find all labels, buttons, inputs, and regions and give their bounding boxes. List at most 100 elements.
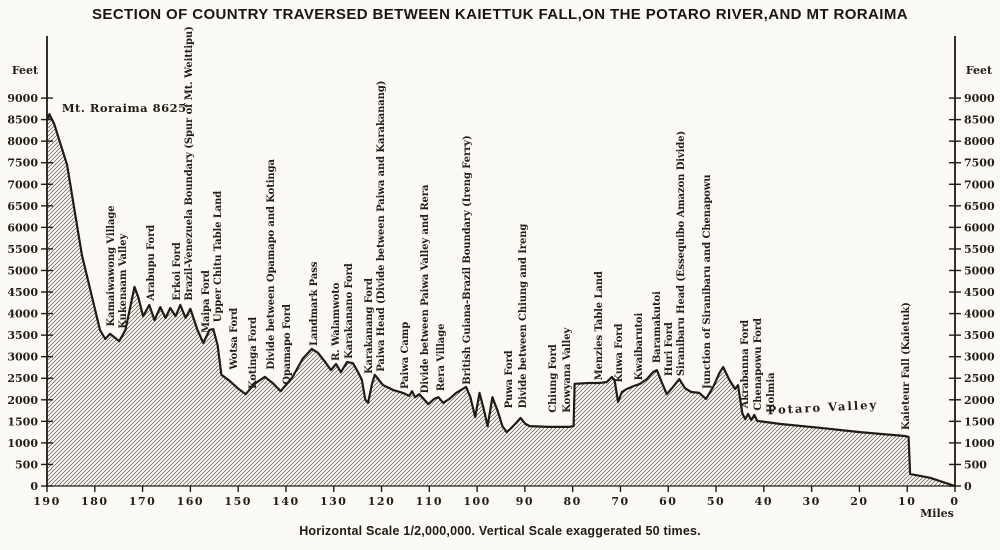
feature-label: Landmark Pass: [309, 261, 320, 346]
feature-label: Karakanang Ford: [364, 278, 375, 374]
y-tick-label-left: 0: [30, 480, 38, 493]
y-tick-label-left: 8500: [7, 114, 38, 127]
feature-label: Divide between Paiwa Valley and Rera: [420, 184, 431, 393]
feature-label: Baramakutoi: [652, 291, 663, 363]
y-tick-label-left: 4000: [7, 308, 38, 321]
x-tick-label: 190: [33, 495, 60, 508]
feature-label: British Guiana-Brazil Boundary (Ireng Fe…: [462, 135, 473, 384]
x-tick-label: 10: [898, 495, 916, 508]
y-tick-label-right: 1000: [964, 437, 995, 450]
feature-label: Kowyana Valley: [562, 326, 573, 412]
y-tick-label-right: 6500: [964, 200, 995, 213]
feature-label: Kamaiwawong Village: [106, 205, 117, 326]
x-tick-label: 170: [129, 495, 156, 508]
feature-label: Rera Village: [436, 324, 447, 392]
feet-unit-left: Feet: [12, 64, 39, 77]
feature-label: Puwa Ford: [504, 350, 515, 408]
scale-caption: Horizontal Scale 1/2,000,000. Vertical S…: [299, 524, 701, 538]
x-tick-label: 120: [368, 495, 395, 508]
y-tick-label-right: 3000: [964, 351, 995, 364]
y-tick-label-right: 1500: [964, 415, 995, 428]
feature-label: Kuwa Ford: [614, 324, 625, 383]
y-tick-label-right: 8500: [964, 114, 995, 127]
feature-label: Paiwa Camp: [400, 322, 411, 389]
x-tick-label: 0: [950, 495, 959, 508]
y-tick-label-right: 4000: [964, 308, 995, 321]
y-tick-label-left: 8000: [7, 135, 38, 148]
x-tick-label: 20: [850, 495, 868, 508]
feature-label: Divide between Opamapo and Kotinga: [266, 159, 277, 370]
y-tick-label-left: 500: [15, 458, 38, 471]
x-tick-label: 30: [802, 495, 820, 508]
y-tick-label-right: 5500: [964, 243, 995, 256]
annotation-label: Potaro Valley: [767, 398, 878, 418]
feature-label: Brazil-Venezuela Boundary (Spur of Mt. W…: [184, 26, 195, 300]
feature-label: Upper Chitu Table Land: [213, 191, 224, 322]
feature-label: Opamapo Ford: [282, 304, 293, 385]
feature-label: Karakanano Ford: [344, 263, 355, 359]
y-tick-label-right: 7500: [964, 157, 995, 170]
x-tick-label: 80: [564, 495, 582, 508]
feature-label: Divide between Chiung and Ireng: [518, 224, 529, 409]
feature-label: Kaieteur Fall (Kaietuk): [901, 302, 912, 430]
x-tick-label: 110: [416, 495, 443, 508]
elevation-area: [47, 114, 955, 486]
feature-label: Wotsa Ford: [229, 308, 240, 371]
y-tick-label-left: 1000: [7, 437, 38, 450]
y-tick-label-left: 3500: [7, 329, 38, 342]
x-tick-label: 150: [224, 495, 251, 508]
y-tick-label-right: 3500: [964, 329, 995, 342]
y-tick-label-left: 2000: [7, 394, 38, 407]
feature-label: Kotinga Ford: [248, 317, 259, 389]
y-tick-label-right: 2500: [964, 372, 995, 385]
x-tick-label: 180: [81, 495, 108, 508]
x-tick-label: 100: [463, 495, 490, 508]
chart-title: SECTION OF COUNTRY TRAVERSED BETWEEN KAI…: [92, 6, 908, 23]
feature-label: Chenapowu Ford: [753, 318, 764, 411]
feature-label: Kwaibarutoi: [634, 313, 645, 381]
profile-line: [45, 113, 956, 488]
y-tick-label-right: 4500: [964, 286, 995, 299]
y-tick-label-left: 9000: [7, 92, 38, 105]
y-tick-label-left: 5000: [7, 264, 38, 277]
y-tick-label-right: 5000: [964, 264, 995, 277]
y-tick-label-left: 4500: [7, 286, 38, 299]
x-tick-label: 40: [755, 495, 773, 508]
y-tick-label-right: 500: [964, 458, 987, 471]
feature-label: R. Walamwoto: [331, 282, 342, 361]
annotation-label: Mt. Roraima 8625: [62, 101, 187, 115]
feature-label: Kukenaam Valley: [118, 232, 129, 328]
y-tick-label-left: 7500: [7, 157, 38, 170]
feature-label: Siranibaru Head (Essequibo Amazon Divide…: [676, 131, 687, 376]
x-tick-label: 130: [320, 495, 347, 508]
x-tick-label: 70: [611, 495, 629, 508]
y-tick-label-right: 6000: [964, 221, 995, 234]
x-tick-label: 160: [177, 495, 204, 508]
y-tick-label-right: 7000: [964, 178, 995, 191]
x-tick-label: 50: [707, 495, 725, 508]
x-tick-label: 140: [272, 495, 299, 508]
y-tick-label-left: 6000: [7, 221, 38, 234]
x-tick-label: 60: [659, 495, 677, 508]
feature-label: Menzies Table Land: [594, 271, 605, 380]
y-tick-label-left: 5500: [7, 243, 38, 256]
y-tick-label-left: 3000: [7, 351, 38, 364]
x-tick-label: 90: [516, 495, 534, 508]
feature-label: Paiwa Head (Divide between Paiwa and Kar…: [376, 81, 387, 372]
feature-label: Junction of Siranibaru and Chenapowu: [702, 175, 713, 391]
feature-label: Akrabanna Ford: [740, 320, 751, 410]
y-tick-label-right: 0: [964, 480, 972, 493]
y-tick-label-left: 7000: [7, 178, 38, 191]
y-tick-label-right: 8000: [964, 135, 995, 148]
y-tick-label-left: 6500: [7, 200, 38, 213]
feet-unit-right: Feet: [966, 64, 993, 77]
feature-label: Holmia: [766, 372, 777, 413]
feature-label: Chiung Ford: [548, 344, 559, 413]
y-tick-label-right: 9000: [964, 92, 995, 105]
feature-label: Arabupu Ford: [146, 225, 157, 302]
feature-label: Erkoi Ford: [172, 242, 183, 300]
feature-label: Huri Ford: [664, 322, 675, 376]
